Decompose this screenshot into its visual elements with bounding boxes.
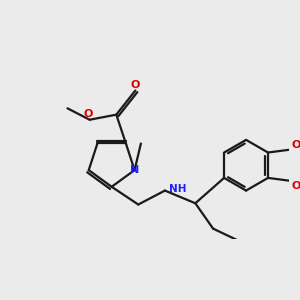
Text: O: O xyxy=(291,140,300,150)
Text: N: N xyxy=(130,165,139,175)
Text: NH: NH xyxy=(169,184,186,194)
Text: O: O xyxy=(130,80,140,90)
Text: O: O xyxy=(84,109,93,119)
Text: O: O xyxy=(291,181,300,190)
